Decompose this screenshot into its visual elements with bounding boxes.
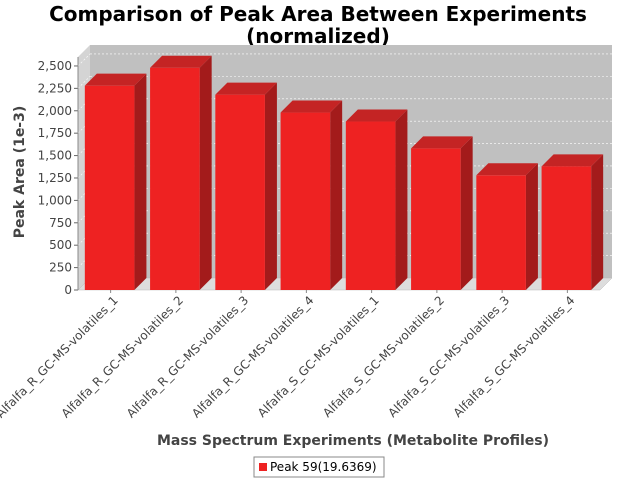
y-tick-label: 250 bbox=[49, 261, 72, 275]
bar bbox=[84, 73, 147, 290]
y-tick-label: 2,500 bbox=[38, 59, 72, 73]
legend-swatch bbox=[259, 463, 267, 471]
gridline-side bbox=[77, 53, 91, 67]
x-tick-label: Alfalfa_R_GC-MS-volatiles_3 bbox=[124, 293, 251, 420]
bar-side bbox=[395, 109, 408, 291]
bar-side bbox=[525, 163, 538, 290]
y-tick-label: 1,250 bbox=[38, 171, 72, 185]
bar bbox=[280, 100, 343, 290]
gridline-side bbox=[77, 210, 91, 224]
gridline-side bbox=[77, 120, 91, 134]
x-tick-label: Alfalfa_S_GC-MS-volatiles_2 bbox=[320, 293, 447, 420]
gridline-side bbox=[77, 232, 91, 246]
bar-front bbox=[215, 94, 265, 290]
bar-top bbox=[84, 73, 147, 86]
bars bbox=[84, 55, 604, 291]
bar-side bbox=[199, 55, 212, 290]
bar bbox=[215, 82, 277, 290]
y-tick-label: 2,250 bbox=[38, 81, 72, 95]
bar bbox=[476, 163, 538, 290]
chart-subtitle: (normalized) bbox=[246, 24, 390, 48]
bar bbox=[541, 154, 604, 290]
bar-front bbox=[280, 112, 331, 290]
gridline-side bbox=[77, 98, 91, 111]
bar-side bbox=[134, 73, 147, 290]
y-tick-label: 2,000 bbox=[38, 104, 72, 118]
y-tick-label: 1,500 bbox=[38, 149, 72, 163]
y-tick-label: 1,750 bbox=[38, 126, 72, 140]
bar-top bbox=[345, 109, 408, 122]
bar-front bbox=[84, 85, 135, 290]
bar-top bbox=[541, 154, 604, 167]
x-axis-title: Mass Spectrum Experiments (Metabolite Pr… bbox=[157, 433, 549, 449]
gridline-side bbox=[77, 188, 91, 201]
bar-top bbox=[411, 136, 473, 149]
bar-front bbox=[411, 148, 461, 290]
x-tick-label: Alfalfa_R_GC-MS-volatiles_2 bbox=[59, 293, 186, 420]
bar-top bbox=[476, 163, 538, 176]
bar-front bbox=[150, 67, 200, 290]
x-tick-label: Alfalfa_S_GC-MS-volatiles_3 bbox=[385, 293, 512, 420]
legend: Peak 59(19.6369) bbox=[253, 456, 385, 478]
x-tick-label: Alfalfa_R_GC-MS-volatiles_4 bbox=[189, 293, 316, 420]
bar-top bbox=[215, 82, 277, 95]
bar-side bbox=[460, 136, 473, 290]
x-tick-label: Alfalfa_R_GC-MS-volatiles_1 bbox=[0, 293, 121, 420]
bar-top bbox=[150, 55, 212, 68]
bar-front bbox=[476, 175, 526, 290]
bar bbox=[411, 136, 473, 290]
bar bbox=[150, 55, 212, 290]
bar-side bbox=[591, 154, 604, 290]
gridline-side bbox=[77, 255, 91, 268]
bar-top bbox=[280, 100, 343, 113]
gridline-side bbox=[77, 143, 91, 156]
bar-front bbox=[345, 121, 396, 291]
y-tick-label: 0 bbox=[64, 283, 72, 297]
x-tick-label: Alfalfa_S_GC-MS-volatiles_1 bbox=[255, 293, 382, 420]
y-tick-label: 500 bbox=[49, 238, 72, 252]
bar-side bbox=[330, 100, 343, 290]
legend-box bbox=[253, 456, 385, 478]
y-tick-label: 1,000 bbox=[38, 193, 72, 207]
y-tick-label: 750 bbox=[49, 216, 72, 230]
x-axis: Alfalfa_R_GC-MS-volatiles_1Alfalfa_R_GC-… bbox=[0, 290, 577, 421]
gridline-side bbox=[77, 165, 91, 179]
bar-front bbox=[541, 166, 592, 290]
legend-label: Peak 59(19.6369) bbox=[270, 460, 377, 474]
chart-title: Comparison of Peak Area Between Experime… bbox=[49, 2, 587, 26]
gridline-side bbox=[77, 76, 91, 89]
bar bbox=[345, 109, 408, 291]
x-tick-label: Alfalfa_S_GC-MS-volatiles_4 bbox=[451, 293, 578, 420]
y-axis-title: Peak Area (1e-3) bbox=[12, 106, 28, 239]
bar-side bbox=[264, 82, 277, 290]
